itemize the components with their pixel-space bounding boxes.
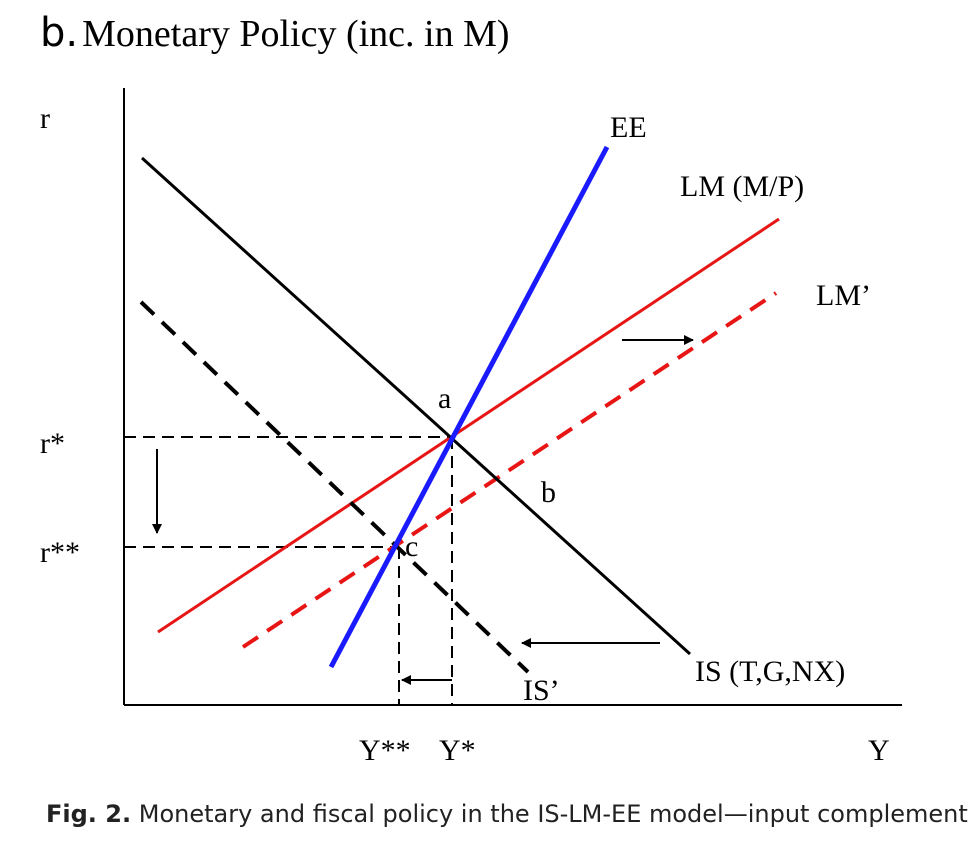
figure-caption: Fig. 2. Monetary and fiscal policy in th… [46, 800, 969, 828]
ee-label: EE [610, 111, 647, 144]
y-axis-label: r [40, 102, 50, 135]
lm-curve [157, 217, 780, 634]
r-star-label: r* [40, 427, 65, 460]
y-star-star-label: Y** [359, 734, 411, 767]
point-b-label: b [541, 476, 556, 509]
caption-label: Fig. 2. [46, 800, 132, 828]
ee-curve [328, 145, 610, 669]
is-curve [140, 156, 692, 656]
caption-text: Monetary and fiscal policy in the IS-LM-… [138, 800, 969, 828]
figure-title: b. Monetary Policy (inc. in M) [40, 10, 510, 56]
is-label: IS (T,G,NX) [695, 655, 845, 688]
y-star-label: Y* [439, 734, 476, 767]
x-axis-label: Y [868, 734, 890, 767]
is-prime-curve [139, 300, 530, 674]
panel-title: Monetary Policy (inc. in M) [82, 13, 510, 55]
panel-letter: b. [40, 10, 79, 56]
lm-label: LM (M/P) [680, 170, 804, 203]
r-star-star-label: r** [40, 536, 80, 569]
lm-prime-label: LM’ [816, 279, 871, 312]
point-a-label: a [438, 382, 451, 415]
lm-prime-curve [241, 291, 778, 649]
point-c-label: c [405, 530, 418, 563]
is-prime-label: IS’ [523, 674, 560, 707]
